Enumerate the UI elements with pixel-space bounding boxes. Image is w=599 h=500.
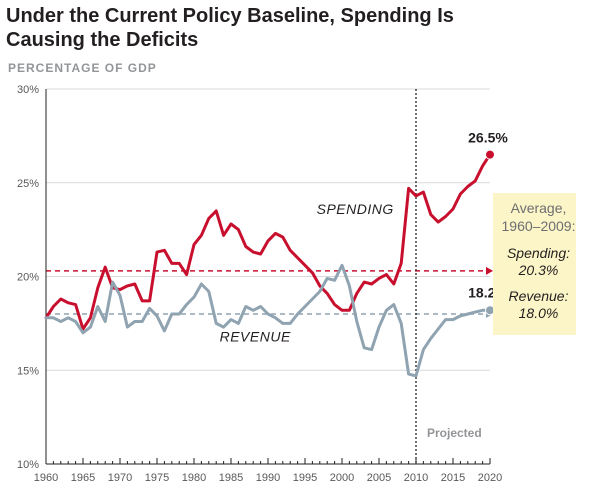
x-tick-label: 2005 <box>367 472 391 484</box>
series-line-spending <box>44 153 492 331</box>
x-tick-label: 1990 <box>256 472 280 484</box>
average-arrow-spending <box>486 266 493 275</box>
series-line-revenue <box>44 263 492 378</box>
x-tick-label: 1960 <box>34 472 58 484</box>
end-point-spending <box>485 149 495 160</box>
averages-heading-line2: 1960–2009: <box>502 218 576 234</box>
x-tick-label: 1985 <box>219 472 243 484</box>
x-tick-label: 2020 <box>478 472 502 484</box>
series-name-spending: SPENDING <box>317 201 394 217</box>
y-tick-label: 20% <box>17 272 39 284</box>
average-revenue-value: 18.0% <box>519 305 559 321</box>
x-tick-label: 1970 <box>108 472 132 484</box>
average-spending-value: 20.3% <box>518 262 559 278</box>
average-revenue-label: Revenue: <box>509 288 569 304</box>
projected-label: Projected <box>427 426 482 440</box>
y-axis-label: PERCENTAGE OF GDP <box>8 61 157 75</box>
x-tick-label: 2015 <box>441 472 465 484</box>
x-tick-label: 1995 <box>293 472 317 484</box>
y-tick-label: 15% <box>17 365 39 377</box>
y-tick-label: 30% <box>17 84 39 96</box>
y-tick-label: 10% <box>17 459 39 471</box>
average-spending-label: Spending: <box>507 245 570 261</box>
averages-box-background <box>493 193 576 335</box>
chart-title: Under the Current Policy Baseline, Spend… <box>6 5 454 51</box>
x-tick-label: 2000 <box>330 472 354 484</box>
averages-box: Average, 1960–2009: Spending:20.3% Revenue:… <box>493 193 576 335</box>
x-tick-label: 1965 <box>71 472 95 484</box>
series-lines <box>44 149 495 378</box>
y-tick-label: 25% <box>17 178 39 190</box>
axes: 10% 15% 20% 25% 30% 1960 1965 1970 1975 1980 1985 1… <box>17 84 502 484</box>
x-tick-label: 1980 <box>182 472 206 484</box>
end-value-label-spending: 26.5% <box>468 130 508 146</box>
series-name-revenue: REVENUE <box>220 328 291 344</box>
averages-heading-line1: Average, <box>511 200 567 216</box>
x-tick-label: 2010 <box>404 472 428 484</box>
average-lines <box>46 266 493 318</box>
x-tick-label: 1975 <box>145 472 169 484</box>
